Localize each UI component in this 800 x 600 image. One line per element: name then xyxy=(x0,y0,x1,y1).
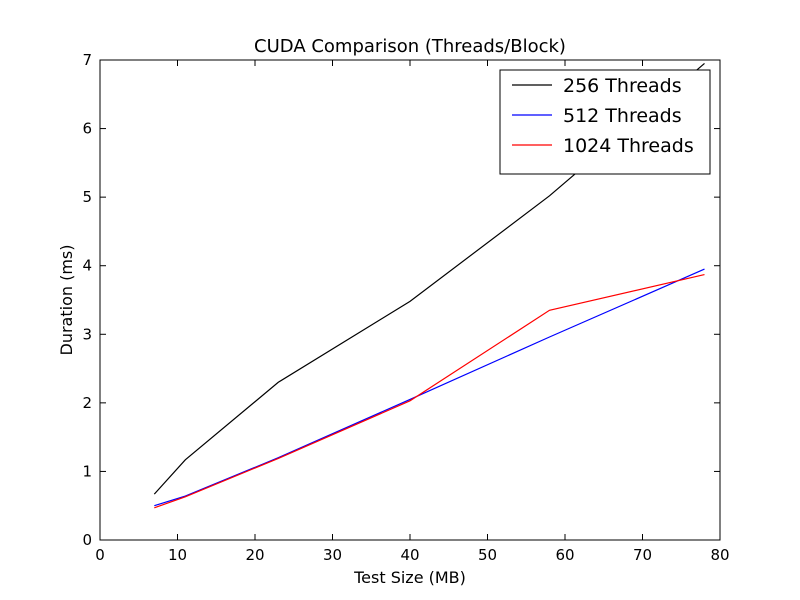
legend-label: 256 Threads xyxy=(563,75,682,97)
y-tick-label: 1 xyxy=(82,462,92,480)
x-tick-label: 80 xyxy=(710,546,729,564)
legend: 256 Threads 512 Threads 1024 Threads xyxy=(499,69,711,175)
x-tick-label: 60 xyxy=(555,546,574,564)
legend-label: 512 Threads xyxy=(563,105,682,127)
x-axis-label: Test Size (MB) xyxy=(353,568,466,587)
x-tick-label: 20 xyxy=(245,546,264,564)
legend-box xyxy=(499,69,711,175)
y-tick-label: 3 xyxy=(82,325,92,343)
legend-label: 1024 Threads xyxy=(563,135,694,157)
x-tick-label: 40 xyxy=(400,546,419,564)
y-tick-label: 2 xyxy=(82,394,92,412)
x-tick-label: 70 xyxy=(633,546,652,564)
series-line-512-threads xyxy=(154,268,705,507)
x-tick-label: 0 xyxy=(95,546,105,564)
y-tick-label: 6 xyxy=(82,120,92,138)
y-tick-label: 4 xyxy=(82,257,92,275)
series-line-1024-threads xyxy=(154,274,705,509)
chart-title: CUDA Comparison (Threads/Block) xyxy=(254,36,566,57)
y-tick-label: 0 xyxy=(82,531,92,549)
y-tick-label: 7 xyxy=(82,51,92,69)
x-tick-label: 30 xyxy=(323,546,342,564)
x-tick-label: 50 xyxy=(478,546,497,564)
y-tick-label: 5 xyxy=(82,188,92,206)
y-axis-label: Duration (ms) xyxy=(57,245,76,356)
x-tick-label: 10 xyxy=(168,546,187,564)
